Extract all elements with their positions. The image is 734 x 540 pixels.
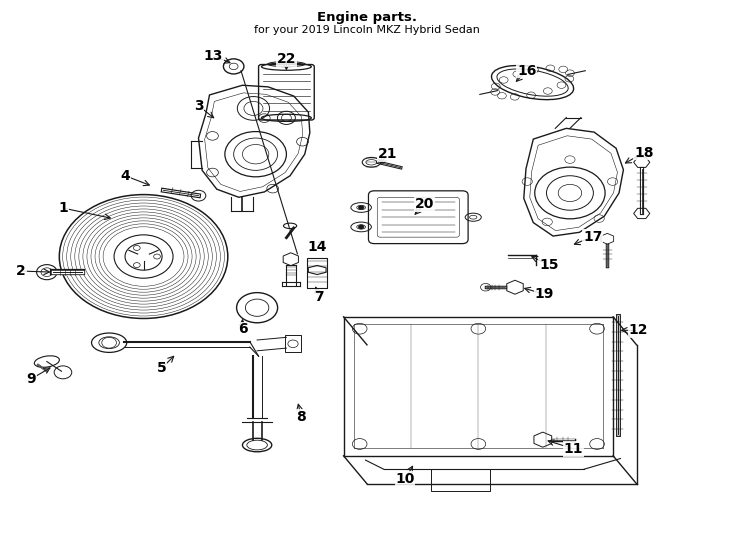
Text: 20: 20 bbox=[415, 197, 434, 211]
Text: 5: 5 bbox=[157, 361, 167, 375]
Text: 2: 2 bbox=[16, 264, 26, 278]
Text: 19: 19 bbox=[534, 287, 554, 301]
Text: 21: 21 bbox=[378, 147, 397, 161]
Text: 15: 15 bbox=[539, 258, 559, 272]
Text: 6: 6 bbox=[238, 322, 247, 336]
Text: 22: 22 bbox=[277, 52, 296, 66]
Text: 9: 9 bbox=[26, 372, 36, 386]
Text: 1: 1 bbox=[58, 201, 68, 215]
Circle shape bbox=[358, 225, 364, 229]
Text: Engine parts.: Engine parts. bbox=[317, 11, 417, 24]
Text: 7: 7 bbox=[315, 290, 324, 304]
Text: 13: 13 bbox=[203, 49, 223, 63]
Text: 14: 14 bbox=[308, 240, 327, 254]
Text: for your 2019 Lincoln MKZ Hybrid Sedan: for your 2019 Lincoln MKZ Hybrid Sedan bbox=[254, 25, 480, 35]
Text: 4: 4 bbox=[120, 168, 130, 183]
Text: 16: 16 bbox=[517, 64, 537, 78]
Text: 8: 8 bbox=[297, 409, 306, 423]
Text: 12: 12 bbox=[628, 323, 648, 338]
Text: 3: 3 bbox=[194, 99, 203, 113]
Text: 10: 10 bbox=[396, 472, 415, 486]
Text: 18: 18 bbox=[634, 146, 654, 160]
Circle shape bbox=[358, 205, 364, 210]
Text: 17: 17 bbox=[583, 230, 603, 244]
Text: 11: 11 bbox=[564, 442, 584, 456]
